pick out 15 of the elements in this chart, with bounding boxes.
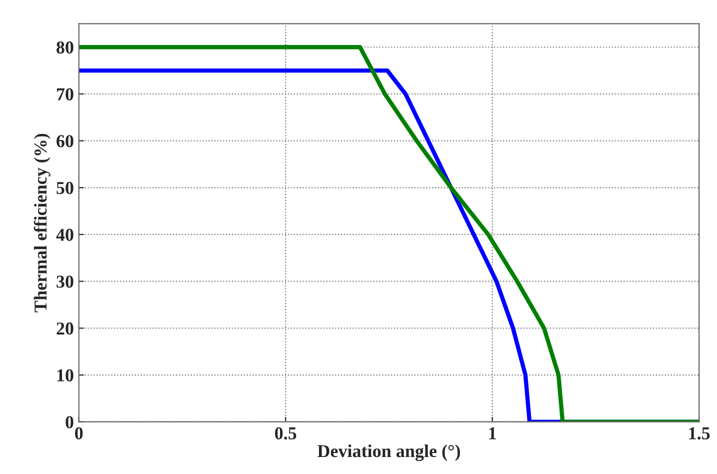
x-tick-label: 1 — [489, 427, 496, 440]
y-tick-label: 80 — [56, 41, 74, 54]
y-axis-title: Thermal efficiency (%) — [34, 134, 50, 312]
y-tick-label: 0 — [66, 416, 74, 428]
x-axis-title: Deviation angle (°) — [317, 444, 460, 461]
y-tick-label: 50 — [56, 182, 74, 194]
x-tick-label: 1.5 — [689, 427, 710, 440]
y-tick-label: 10 — [57, 369, 74, 382]
y-tick-label: 40 — [56, 228, 74, 241]
y-tick-label: 60 — [56, 135, 74, 148]
y-tick-label: 70 — [56, 88, 74, 100]
x-tick-label: 0.5 — [275, 427, 296, 440]
x-tick-label: 0 — [75, 427, 83, 440]
y-tick-label: 30 — [56, 276, 74, 288]
y-tick-label: 20 — [56, 322, 74, 335]
